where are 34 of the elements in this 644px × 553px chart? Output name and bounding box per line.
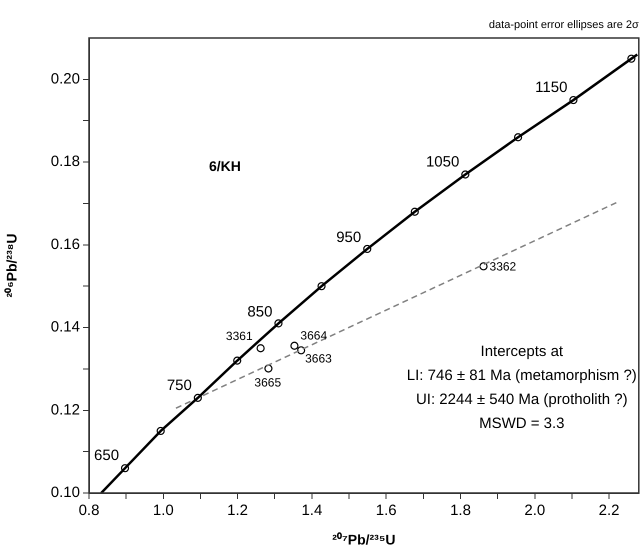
annotation: 1150 <box>535 79 568 96</box>
x-tick-label: 2.2 <box>598 502 620 520</box>
x-tick-label: 1.4 <box>301 502 322 520</box>
y-tick-label: 0.16 <box>50 236 80 253</box>
annotation: 3361 <box>226 329 253 344</box>
annotation: 1050 <box>426 154 460 170</box>
annotation: 3664 <box>300 328 328 343</box>
y-tick-label: 0.18 <box>50 153 80 170</box>
y-tick-label: 0.12 <box>50 401 80 418</box>
annotation: Intercepts at LI: 746 ± 81 Ma (metamorphism ?) UI: 2244 ± 540 Ma (protholith ?) MSWD = 3.3 <box>406 343 637 432</box>
annotation: 3362 <box>490 259 517 274</box>
text: data-point error ellipses are 2σ <box>488 19 639 31</box>
y-axis-title: ²⁰⁶Pb/²³⁸U <box>3 234 20 298</box>
point <box>256 344 265 352</box>
annotation: 650 <box>94 447 120 464</box>
x-tick-label: 1.0 <box>152 502 174 520</box>
point <box>479 262 488 270</box>
point <box>290 342 299 350</box>
y-tick-label: 0.14 <box>50 318 80 336</box>
x-tick-label: 1.8 <box>450 502 471 520</box>
annotation: 950 <box>336 228 362 246</box>
x-axis-title: ²⁰⁷Pb/²³⁵U <box>332 531 396 548</box>
y-tick-label: 0.10 <box>50 484 80 502</box>
annotation: 6/KH <box>209 158 241 174</box>
annotation: 750 <box>166 376 192 394</box>
annotation: 850 <box>247 303 272 320</box>
y-tick-label: 0.20 <box>50 70 80 88</box>
x-tick-label: 2.0 <box>524 502 546 520</box>
point <box>264 364 273 373</box>
annotation: 3663 <box>305 351 332 366</box>
annotation: 3665 <box>254 375 282 390</box>
x-tick-label: 0.8 <box>78 502 100 520</box>
x-tick-label: 1.2 <box>227 502 248 520</box>
x-tick-label: 1.6 <box>376 502 397 520</box>
